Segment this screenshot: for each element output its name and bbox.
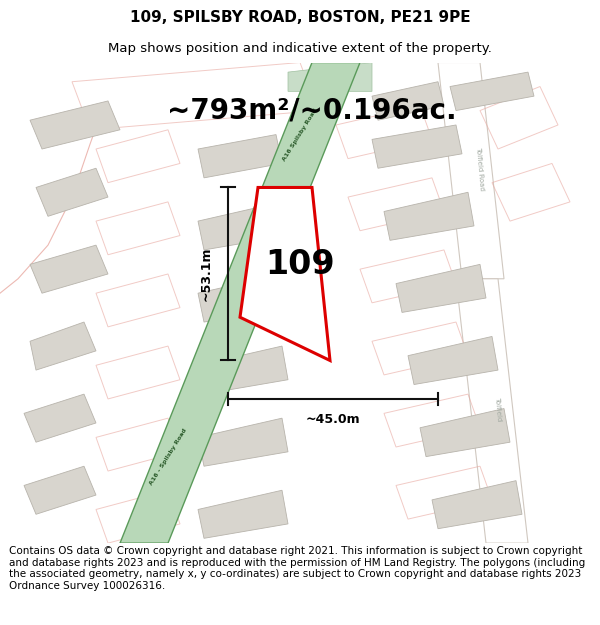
Polygon shape [372,82,444,120]
Text: Map shows position and indicative extent of the property.: Map shows position and indicative extent… [108,42,492,55]
Text: 109, SPILSBY ROAD, BOSTON, PE21 9PE: 109, SPILSBY ROAD, BOSTON, PE21 9PE [130,10,470,25]
Polygon shape [24,466,96,514]
Polygon shape [198,202,288,250]
Text: ~53.1m: ~53.1m [200,247,213,301]
Polygon shape [438,62,504,279]
Text: Tolfield Road: Tolfield Road [475,146,485,191]
Polygon shape [396,264,486,312]
Text: ~45.0m: ~45.0m [305,413,361,426]
Text: A16 Spilsby Road: A16 Spilsby Road [282,107,318,162]
Polygon shape [198,418,288,466]
Polygon shape [420,409,510,457]
Polygon shape [432,481,522,529]
Polygon shape [372,125,462,168]
Polygon shape [240,188,330,361]
Text: 109: 109 [265,248,335,281]
Polygon shape [450,72,534,111]
Polygon shape [384,192,474,241]
Text: Contains OS data © Crown copyright and database right 2021. This information is : Contains OS data © Crown copyright and d… [9,546,585,591]
Text: Tolfield: Tolfield [494,396,502,421]
Text: ~793m²/~0.196ac.: ~793m²/~0.196ac. [167,96,457,124]
Polygon shape [24,394,96,442]
Polygon shape [288,62,372,91]
Polygon shape [198,490,288,538]
Polygon shape [456,279,528,543]
Text: A16 - Spilsby Road: A16 - Spilsby Road [148,428,188,486]
Polygon shape [408,336,498,384]
Polygon shape [30,322,96,370]
Polygon shape [198,134,282,178]
Polygon shape [36,168,108,216]
Polygon shape [30,101,120,149]
Polygon shape [120,62,360,543]
Polygon shape [198,346,288,394]
Polygon shape [30,245,108,293]
Polygon shape [198,274,288,322]
